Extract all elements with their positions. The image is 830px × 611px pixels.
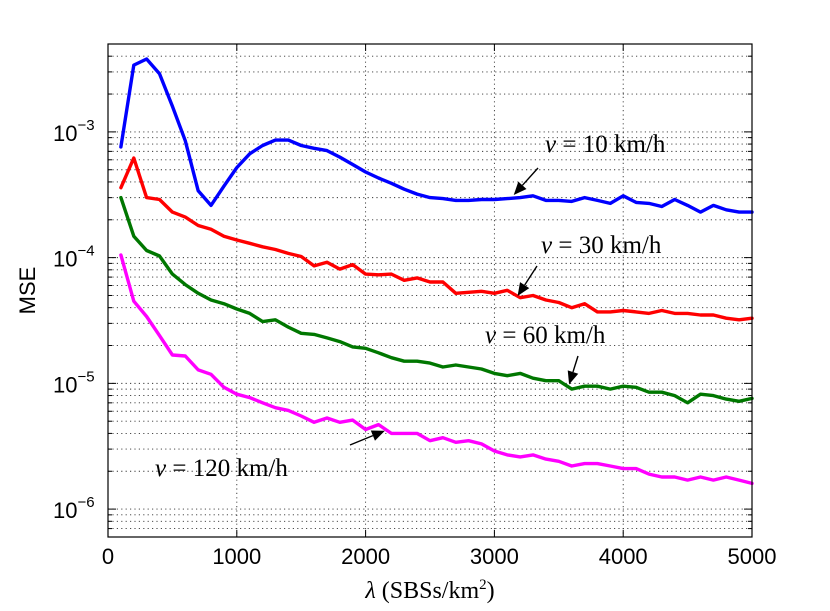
x-tick-label: 1000 xyxy=(212,544,261,569)
annotation-arrow-120kmh xyxy=(349,435,374,446)
y-tick-label: 10−3 xyxy=(53,117,95,146)
x-tick-label: 0 xyxy=(102,544,114,569)
annotation-arrowhead-120kmh xyxy=(370,430,385,441)
x-axis-title: λ (SBSs/km2) xyxy=(364,577,494,604)
annotation-label-30kmh: v = 30 km/h xyxy=(541,232,662,259)
annotation-arrowhead-30kmh xyxy=(517,282,530,297)
x-axis-units-close: ) xyxy=(487,578,495,604)
annotations: v = 10 km/h v = 30 km/h v = 60 km/h v = 120… xyxy=(155,131,666,482)
annotation-arrow-30kmh xyxy=(524,265,538,286)
plot-frame xyxy=(107,43,753,538)
y-axis-title: MSE xyxy=(15,267,40,315)
ticks: 0 1000 2000 3000 4000 5000 10−6 10−5 10−4 10−3 xyxy=(53,43,777,569)
y-tick-label: 10−4 xyxy=(53,243,95,272)
annotation-arrowhead-10kmh xyxy=(513,181,527,195)
y-tick-label: 10−6 xyxy=(53,494,95,523)
annotation-label-60kmh: v = 60 km/h xyxy=(485,322,606,349)
x-tick-label: 5000 xyxy=(728,544,777,569)
x-axis-symbol: λ xyxy=(364,578,375,604)
series-line-120kmh xyxy=(119,253,754,486)
x-tick-label: 2000 xyxy=(341,544,390,569)
annotation-arrow-60kmh xyxy=(572,355,579,373)
annotation-label-120kmh: v = 120 km/h xyxy=(155,455,288,482)
grid xyxy=(108,43,752,538)
series-line-10kmh xyxy=(119,57,754,214)
x-tick-label: 3000 xyxy=(470,544,519,569)
x-axis-units-superscript: 2 xyxy=(479,577,487,593)
y-tick-label: 10−5 xyxy=(53,368,95,397)
x-axis-units: (SBSs/km xyxy=(376,578,480,604)
annotation-arrow-10kmh xyxy=(521,167,539,186)
series-line-60kmh xyxy=(119,195,754,405)
series-layer xyxy=(119,57,754,486)
series-line-30kmh xyxy=(119,156,754,322)
annotation-arrowhead-60kmh xyxy=(567,370,579,385)
annotation-label-10kmh: v = 10 km/h xyxy=(545,131,666,158)
x-tick-label: 4000 xyxy=(599,544,648,569)
